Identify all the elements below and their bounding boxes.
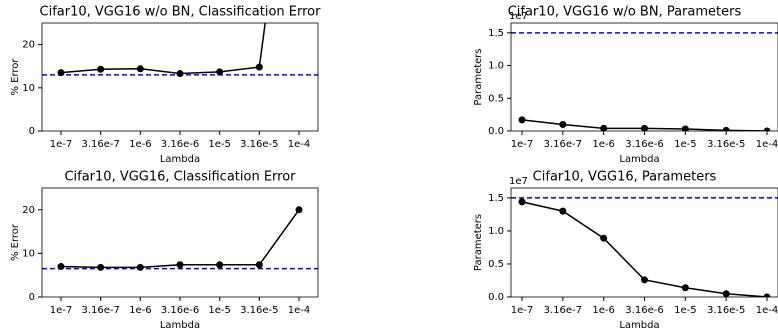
- x-tick-label: 1e-6: [129, 305, 152, 316]
- x-axis-label: Lambda: [160, 154, 200, 165]
- data-point: [57, 262, 65, 270]
- y-tick-label: 1.0: [488, 61, 504, 72]
- x-tick-label: 3.16e-5: [707, 305, 745, 316]
- plot: Cifar10, VGG16, Parameters 0.0 0.5 1.0 1.5 1e…: [473, 170, 778, 331]
- y-tick-label: 1.0: [488, 226, 504, 237]
- y-tick-label: 0.5: [488, 93, 504, 104]
- data-point: [216, 68, 224, 76]
- y-tick-label: 0.5: [488, 259, 504, 270]
- data-point: [518, 116, 526, 124]
- y-tick-label: 0: [29, 292, 35, 303]
- data-point: [600, 234, 608, 242]
- y-offset-label: 1e7: [509, 176, 528, 187]
- x-tick-label: 3.16e-5: [240, 139, 278, 150]
- axes-frame: [41, 22, 319, 132]
- data-point: [722, 290, 730, 297]
- y-axis-label: % Error: [10, 223, 21, 261]
- chart-title: Cifar10, VGG16, Classification Error: [64, 170, 296, 185]
- data-line: [60, 209, 300, 269]
- x-tick-label: 1e-7: [511, 139, 534, 150]
- x-tick-label: 3.16e-6: [625, 305, 663, 316]
- data-point: [763, 127, 771, 131]
- data-point: [97, 65, 105, 73]
- plot-area: [42, 206, 318, 271]
- x-tick-label: 1e-4: [756, 139, 778, 150]
- chart-title: Cifar10, VGG16, Parameters: [533, 170, 717, 185]
- data-point: [176, 70, 184, 78]
- data-point: [255, 63, 263, 71]
- data-point: [295, 206, 303, 214]
- x-tick-label: 3.16e-7: [81, 139, 119, 150]
- y-tick-label: 10: [22, 248, 35, 259]
- x-tick-label: 1e-4: [756, 305, 778, 316]
- x-tick-label: 1e-7: [50, 139, 73, 150]
- chart-title: Cifar10, VGG16 w/o BN, Classification Er…: [40, 5, 322, 20]
- data-point: [57, 69, 65, 77]
- x-tick-label: 3.16e-5: [240, 305, 278, 316]
- plot: Cifar10, VGG16, Classification Error 0 10 2…: [10, 170, 319, 331]
- x-axis-label: Lambda: [160, 320, 200, 331]
- x-tick-label: 1e-4: [288, 139, 311, 150]
- data-point: [518, 198, 526, 206]
- x-tick-label: 1e-6: [592, 305, 615, 316]
- y-axis-label: % Error: [10, 58, 21, 96]
- data-point: [641, 276, 648, 284]
- plot-area: [42, 23, 318, 78]
- y-axis-label: Parameters: [473, 214, 484, 271]
- x-tick-label: 3.16e-5: [707, 139, 745, 150]
- plot-area: [511, 32, 778, 131]
- data-point: [681, 284, 689, 292]
- data-point: [216, 261, 224, 269]
- x-tick-label: 1e-7: [50, 305, 73, 316]
- x-tick-label: 1e-5: [674, 139, 697, 150]
- x-tick-label: 3.16e-7: [544, 139, 582, 150]
- x-axis-label: Lambda: [619, 154, 659, 165]
- x-tick-label: 1e-6: [129, 139, 152, 150]
- x-tick-label: 3.16e-6: [161, 305, 199, 316]
- y-tick-label: 10: [22, 83, 35, 94]
- y-tick-label: 1.5: [488, 193, 504, 204]
- x-tick-label: 1e-7: [511, 305, 534, 316]
- x-tick-label: 3.16e-6: [161, 139, 199, 150]
- x-axis-label: Lambda: [619, 320, 659, 331]
- y-tick-label: 1.5: [488, 28, 504, 39]
- plot: Cifar10, VGG16 w/o BN, Classification Er…: [10, 5, 322, 166]
- plot: Cifar10, VGG16 w/o BN, Parameters 0.0 0.5 1…: [473, 5, 778, 165]
- x-tick-label: 1e-6: [592, 139, 615, 150]
- axes-frame: [41, 187, 319, 298]
- y-tick-label: 0.0: [488, 292, 504, 303]
- x-tick-label: 3.16e-6: [625, 139, 663, 150]
- x-tick-label: 1e-5: [208, 139, 231, 150]
- data-point: [255, 261, 263, 269]
- y-tick-label: 0: [29, 126, 35, 137]
- x-tick-label: 3.16e-7: [81, 305, 119, 316]
- x-tick-label: 1e-4: [288, 305, 311, 316]
- x-tick-label: 1e-5: [674, 305, 697, 316]
- data-point: [176, 261, 184, 269]
- data-point: [559, 207, 567, 215]
- y-tick-label: 20: [22, 40, 35, 51]
- data-point: [763, 293, 771, 297]
- data-point: [136, 263, 144, 271]
- data-point: [97, 263, 105, 271]
- data-point: [681, 125, 689, 131]
- data-point: [559, 120, 567, 128]
- data-point: [136, 65, 144, 73]
- y-tick-label: 20: [22, 205, 35, 216]
- plot-area: [511, 197, 778, 297]
- data-point: [722, 126, 730, 131]
- data-point: [641, 124, 648, 131]
- axes-frame: [510, 187, 778, 298]
- y-tick-label: 0.0: [488, 126, 504, 137]
- axes-frame: [510, 22, 778, 132]
- y-axis-label: Parameters: [473, 48, 484, 105]
- x-tick-label: 1e-5: [208, 305, 231, 316]
- data-point: [600, 124, 608, 131]
- chart-title: Cifar10, VGG16 w/o BN, Parameters: [508, 5, 742, 20]
- x-tick-label: 3.16e-7: [544, 305, 582, 316]
- y-offset-label: 1e7: [509, 11, 528, 22]
